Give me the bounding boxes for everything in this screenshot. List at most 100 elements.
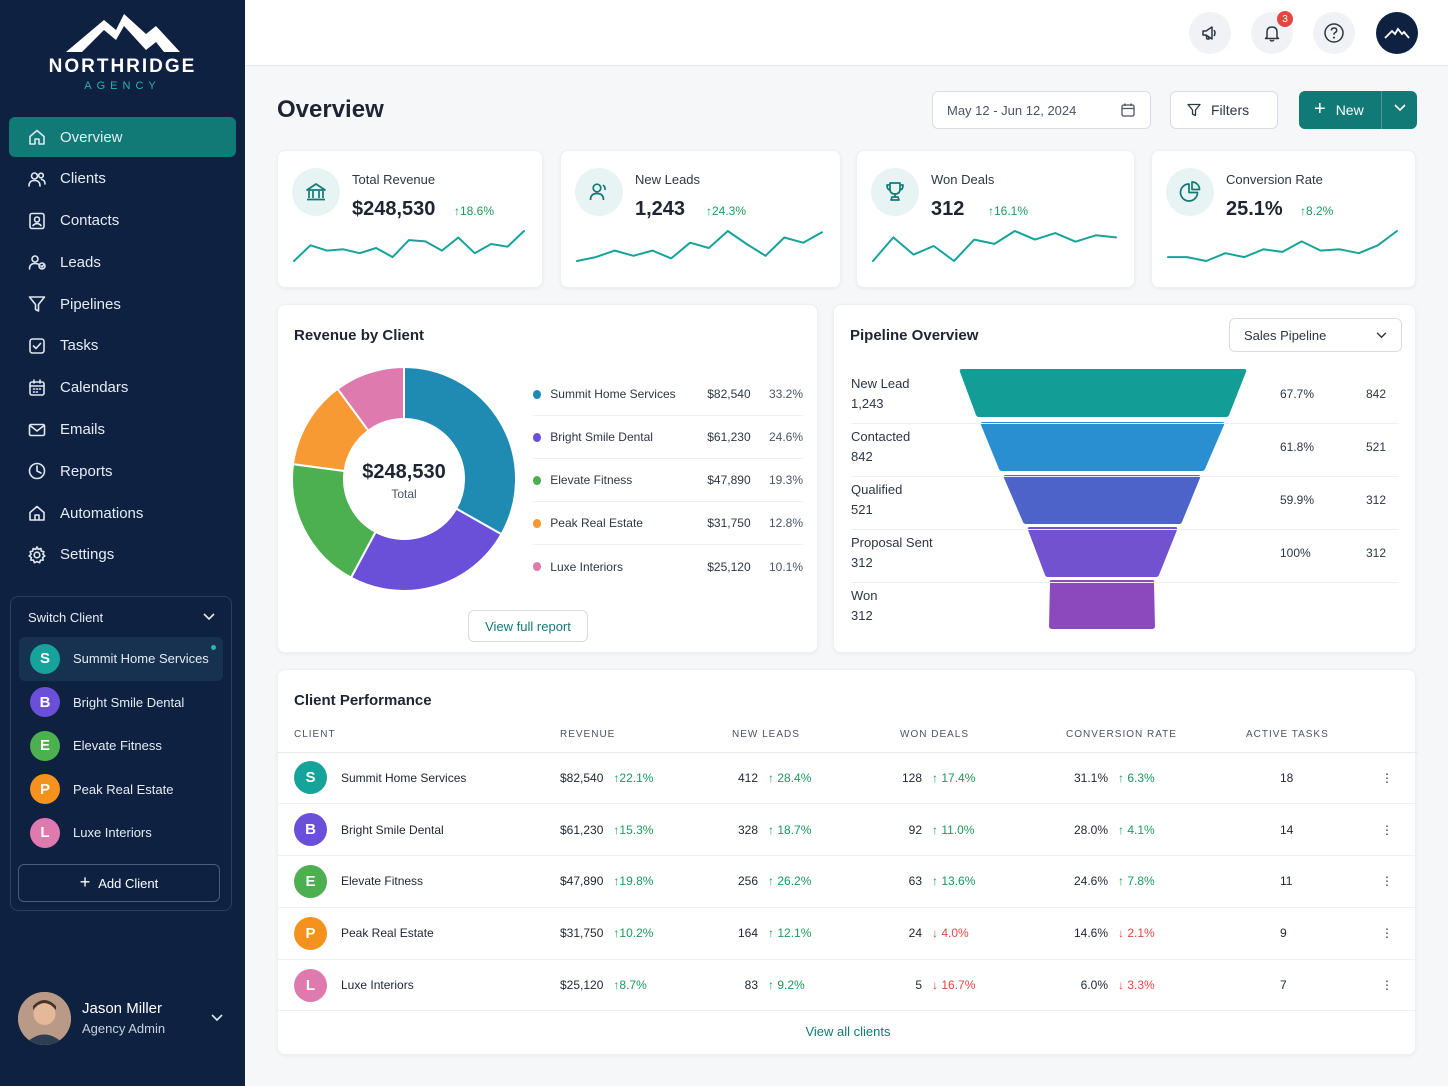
revenue-cell: $47,890 ↑19.8% (560, 855, 732, 908)
arrow-up-icon: ↑ (613, 874, 620, 889)
legend-percent: 24.6% (768, 430, 804, 444)
account-menu-button[interactable] (1376, 12, 1418, 54)
legend-label: Elevate Fitness (550, 473, 633, 487)
donut-slice-summit-home-services[interactable] (403, 365, 517, 536)
more-options-icon[interactable]: ⋮ (1356, 959, 1418, 1012)
pipeline-select[interactable]: Sales Pipeline (1229, 318, 1402, 352)
column-header-active-tasks[interactable]: ACTIVE TASKS (1246, 718, 1356, 753)
switch-client-toggle[interactable]: Switch Client (11, 597, 231, 637)
user-profile[interactable]: Jason Miller Agency Admin (18, 990, 233, 1046)
new-leads-value: 164 (737, 926, 758, 941)
column-header-new-leads[interactable]: NEW LEADS (732, 718, 900, 753)
client-option[interactable]: P Peak Real Estate (19, 768, 223, 812)
client-avatar: B (294, 813, 327, 847)
sidebar-item-leads[interactable]: Leads (9, 242, 236, 282)
filter-icon (1187, 103, 1201, 117)
stage-conversion-percent: 100% (1280, 546, 1311, 560)
arrow-up-icon: ↑ (932, 874, 938, 889)
client-option[interactable]: E Elevate Fitness (19, 724, 223, 768)
column-header-conversion-rate[interactable]: CONVERSION RATE (1066, 718, 1246, 753)
brand-logo[interactable]: NORTHRIDGE AGENCY (0, 10, 245, 92)
sidebar-item-contacts[interactable]: Contacts (9, 201, 236, 241)
sidebar-item-emails[interactable]: Emails (9, 410, 236, 450)
stage-next-count: 521 (1365, 440, 1386, 454)
contact-card-icon (29, 212, 45, 229)
view-all-clients-link[interactable]: View all clients (278, 1024, 1418, 1039)
more-options-icon[interactable]: ⋮ (1356, 855, 1418, 908)
sidebar-item-overview[interactable]: Overview (9, 117, 236, 157)
chevron-down-icon[interactable] (1394, 104, 1406, 112)
more-options-icon[interactable]: ⋮ (1356, 907, 1418, 960)
sidebar-item-label: Tasks (60, 337, 99, 355)
client-name[interactable]: Elevate Fitness (341, 874, 424, 889)
client-name[interactable]: Summit Home Services (341, 770, 467, 785)
sidebar-item-settings[interactable]: Settings (9, 535, 236, 575)
column-header-revenue[interactable]: REVENUE (560, 718, 732, 753)
funnel-stage-qualified[interactable] (1003, 475, 1201, 524)
client-option[interactable]: S Summit Home Services (19, 637, 223, 681)
conversion-rate-value: 24.6% (1073, 874, 1108, 889)
kpi-sparkline (1167, 230, 1398, 262)
arrow-up-icon: ↑ (768, 770, 774, 785)
client-name[interactable]: Luxe Interiors (341, 978, 414, 993)
funnel-stage-proposal-sent[interactable] (1027, 527, 1178, 577)
table-row[interactable]: E Elevate Fitness $47,890 ↑19.8% 256 ↑ 26.2% 6… (278, 855, 1418, 908)
filters-button[interactable]: Filters (1170, 91, 1278, 129)
won-deals-delta: ↑ 13.6% (932, 874, 975, 888)
client-name[interactable]: Bright Smile Dental (341, 822, 444, 837)
won-deals-cell: 5 ↓ 16.7% (900, 959, 1066, 1012)
user-role: Agency Admin (82, 1021, 166, 1036)
sidebar-item-tasks[interactable]: Tasks (9, 326, 236, 366)
won-deals-delta: ↓ 16.7% (932, 978, 975, 992)
donut-slice-luxe-interiors[interactable] (336, 365, 405, 433)
home-icon (29, 129, 45, 145)
view-full-report-button[interactable]: View full report (468, 610, 588, 642)
more-options-icon[interactable]: ⋮ (1356, 752, 1418, 805)
arrow-up-icon: ↑ (768, 926, 774, 941)
stage-name: Qualified (851, 482, 903, 497)
funnel-stage-contacted[interactable] (980, 422, 1225, 471)
arrow-down-icon: ↓ (1118, 978, 1124, 993)
date-range-picker[interactable]: May 12 - Jun 12, 2024 (932, 91, 1151, 129)
help-button[interactable] (1313, 12, 1355, 54)
new-leads-delta: ↑ 9.2% (768, 978, 805, 992)
donut-slice-bright-smile-dental[interactable] (349, 507, 503, 592)
funnel-stage-won[interactable] (1049, 580, 1155, 629)
stage-conversion-percent: 59.9% (1280, 493, 1315, 507)
revenue-donut-chart (291, 365, 517, 592)
column-header-won-deals[interactable]: WON DEALS (900, 718, 1066, 753)
funnel-stage-new-lead[interactable] (959, 369, 1247, 417)
sidebar-item-calendars[interactable]: Calendars (9, 368, 236, 408)
more-options-icon[interactable]: ⋮ (1356, 803, 1418, 857)
announcements-button[interactable] (1189, 12, 1231, 54)
sidebar-item-pipelines[interactable]: Pipelines (9, 284, 236, 324)
new-button[interactable]: + New (1299, 91, 1417, 129)
notifications-button[interactable]: 3 (1251, 11, 1293, 54)
client-avatar: P (30, 774, 60, 805)
donut-legend: Summit Home Services $82,540 33.2% Bright S… (533, 373, 803, 588)
sidebar-item-automations[interactable]: Automations (9, 493, 236, 533)
table-row[interactable]: S Summit Home Services $82,540 ↑22.1% 412 ↑ 2… (278, 752, 1418, 805)
legend-label: Peak Real Estate (550, 516, 643, 530)
column-header-client[interactable]: CLIENT (278, 718, 560, 753)
kpi-value: 1,243 (635, 198, 686, 220)
client-list: S Summit Home Services B Bright Smile Denta… (11, 637, 231, 855)
table-row[interactable]: L Luxe Interiors $25,120 ↑8.7% 83 ↑ 9.2% 5 ↓ 16… (278, 959, 1418, 1012)
client-name[interactable]: Peak Real Estate (341, 926, 434, 941)
sidebar-item-label: Reports (60, 462, 113, 480)
won-deals-delta: ↑ 11.0% (932, 823, 974, 837)
client-option-label: Peak Real Estate (73, 781, 174, 797)
card-title: Pipeline Overview (850, 327, 979, 344)
new-leads-value: 83 (744, 978, 758, 993)
sidebar-item-clients[interactable]: Clients (9, 159, 236, 199)
pipeline-stage-label: Proposal Sent 312 (851, 533, 933, 573)
brand-subtitle: AGENCY (84, 80, 161, 92)
sidebar-item-reports[interactable]: Reports (9, 451, 236, 491)
client-option[interactable]: L Luxe Interiors (19, 811, 223, 855)
kpi-delta: ↑18.6% (454, 204, 494, 218)
table-row[interactable]: B Bright Smile Dental $61,230 ↑15.3% 328 ↑ 18… (278, 803, 1418, 857)
client-option[interactable]: B Bright Smile Dental (19, 681, 223, 725)
add-client-button[interactable]: + Add Client (18, 864, 220, 902)
kpi-value: 312 (931, 198, 965, 220)
table-row[interactable]: P Peak Real Estate $31,750 ↑10.2% 164 ↑ 12.1%… (278, 907, 1418, 960)
